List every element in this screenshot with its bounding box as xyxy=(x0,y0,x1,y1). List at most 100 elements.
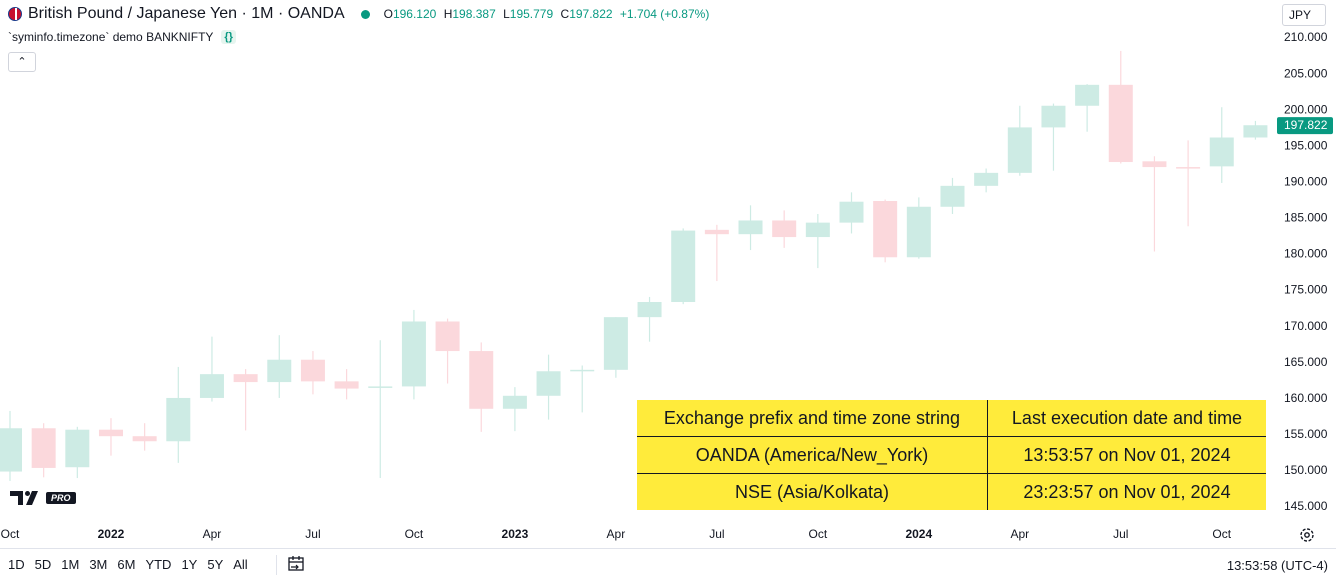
gbp-jpy-flag-icon[interactable] xyxy=(8,7,22,21)
range-1m-button[interactable]: 1M xyxy=(61,557,80,572)
price-tick-label: 160.000 xyxy=(1284,391,1328,405)
candle-body xyxy=(1108,84,1133,163)
candle xyxy=(1142,156,1167,252)
candle-body xyxy=(502,395,527,409)
candle xyxy=(334,369,359,400)
candle xyxy=(1075,84,1100,132)
candle xyxy=(98,418,123,456)
candle-body xyxy=(637,301,662,318)
open-label: O xyxy=(383,7,393,21)
candle-body xyxy=(974,172,999,186)
candle-body xyxy=(704,229,729,235)
candle xyxy=(1243,120,1268,140)
go-to-date-icon[interactable] xyxy=(287,555,305,573)
price-tick-label: 205.000 xyxy=(1284,66,1328,80)
candle-body xyxy=(570,369,595,372)
indicator-name[interactable]: `syminfo.timezone` demo xyxy=(8,30,143,44)
candle-body xyxy=(1209,137,1234,167)
toolbar-divider xyxy=(276,555,277,575)
symbol-title[interactable]: British Pound / Japanese Yen · 1M · OAND… xyxy=(28,5,345,22)
range-1d-button[interactable]: 1D xyxy=(8,557,25,572)
candle-body xyxy=(906,206,931,258)
table-cell: 23:23:57 on Nov 01, 2024 xyxy=(987,473,1266,510)
open-value: 196.120 xyxy=(392,7,437,21)
candle xyxy=(31,423,56,478)
candle-body xyxy=(1142,161,1167,168)
candle xyxy=(166,366,191,463)
bottom-toolbar: 1D 5D 1M 3M 6M YTD 1Y 5Y All 13:53:58 (U… xyxy=(0,548,1336,580)
change-value: +1.704 (+0.87%) xyxy=(619,7,710,21)
candle xyxy=(469,342,494,432)
last-price-badge xyxy=(1277,117,1333,135)
low-label: L xyxy=(503,7,510,21)
table-header-cell: Exchange prefix and time zone string xyxy=(637,400,988,437)
candle xyxy=(267,335,292,398)
candle xyxy=(536,354,561,420)
candle-body xyxy=(738,220,763,235)
candle xyxy=(738,205,763,251)
price-tick-label: 170.000 xyxy=(1284,319,1328,333)
time-tick-label: Apr xyxy=(203,527,222,541)
range-1y-button[interactable]: 1Y xyxy=(181,557,198,572)
candle-body xyxy=(1075,84,1100,106)
price-tick-label: 190.000 xyxy=(1284,175,1328,189)
price-tick-label: 210.000 xyxy=(1284,30,1328,44)
candle-body xyxy=(132,436,157,442)
price-tick-label: 175.000 xyxy=(1284,283,1328,297)
candle xyxy=(65,426,90,479)
indicator-symbol: BANKNIFTY xyxy=(146,30,214,44)
candle-body xyxy=(671,230,696,302)
candle xyxy=(637,296,662,342)
candle-body xyxy=(839,201,864,223)
timezone-clock[interactable]: 13:53:58 (UTC-4) xyxy=(1226,558,1328,573)
candle-body xyxy=(1041,105,1066,128)
table-cell: OANDA (America/New_York) xyxy=(637,436,988,474)
candle-body xyxy=(603,317,628,370)
candle-body xyxy=(98,429,123,437)
range-6m-button[interactable]: 6M xyxy=(117,557,136,572)
candle xyxy=(502,387,527,432)
tradingview-logo[interactable]: PRO xyxy=(10,491,76,505)
market-status-icon[interactable] xyxy=(360,9,370,19)
price-tick-label: 165.000 xyxy=(1284,355,1328,369)
timezone-info-table: Exchange prefix and time zone string Las… xyxy=(637,400,1266,510)
source-code-icon[interactable]: {} xyxy=(221,30,236,44)
candle xyxy=(1209,107,1234,183)
high-label: H xyxy=(443,7,453,21)
range-ytd-button[interactable]: YTD xyxy=(145,557,172,572)
time-tick-label: 2022 xyxy=(98,527,125,541)
candle xyxy=(570,365,595,413)
candle-body xyxy=(469,351,494,409)
candle-body xyxy=(435,321,460,352)
tradingview-logo-icon xyxy=(10,491,38,505)
range-5d-button[interactable]: 5D xyxy=(34,557,52,572)
table-cell: 13:53:57 on Nov 01, 2024 xyxy=(987,436,1266,474)
table-row: OANDA (America/New_York) 13:53:57 on Nov… xyxy=(637,436,1266,474)
range-5y-button[interactable]: 5Y xyxy=(207,557,224,572)
candle-body xyxy=(368,386,393,388)
time-tick-label: Oct xyxy=(405,527,424,541)
chart-header: British Pound / Japanese Yen · 1M · OAND… xyxy=(8,5,713,23)
price-tick-label: 195.000 xyxy=(1284,138,1328,152)
range-all-button[interactable]: All xyxy=(233,557,248,572)
close-label: C xyxy=(560,7,570,21)
candle xyxy=(704,224,729,282)
candle-body xyxy=(334,381,359,389)
time-tick-label: Apr xyxy=(1010,527,1029,541)
price-tick-label: 145.000 xyxy=(1284,499,1328,513)
time-tick-label: Oct xyxy=(1212,527,1231,541)
price-tick-label: 180.000 xyxy=(1284,247,1328,261)
candle xyxy=(974,168,999,193)
chart-settings-icon[interactable] xyxy=(1299,527,1315,543)
candle-body xyxy=(536,371,561,396)
candle xyxy=(772,210,797,248)
currency-button[interactable]: JPY xyxy=(1282,4,1326,26)
indicator-legend[interactable]: `syminfo.timezone` demo BANKNIFTY {} xyxy=(8,30,236,44)
candle xyxy=(435,318,460,384)
ohlc-values: O196.120 H198.387 L195.779 C197.822 +1.7… xyxy=(384,7,714,21)
collapse-legend-button[interactable]: ⌃ xyxy=(8,52,36,72)
price-tick-label: 200.000 xyxy=(1284,102,1328,116)
range-3m-button[interactable]: 3M xyxy=(89,557,108,572)
time-tick-label: Jul xyxy=(1113,527,1128,541)
